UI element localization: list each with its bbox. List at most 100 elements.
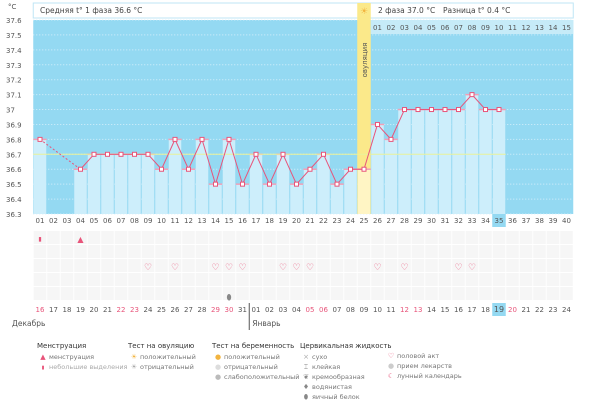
cycle-day-label: 30	[427, 217, 436, 225]
date-label: 31	[238, 306, 247, 314]
symbol-cell	[533, 245, 546, 258]
temp-point	[91, 151, 97, 157]
symbol-cell	[263, 273, 276, 286]
phase2-day-label: 15	[562, 24, 571, 32]
symbol-cell	[141, 231, 155, 244]
symbol-cell	[357, 273, 371, 286]
current-day-highlight	[492, 214, 506, 227]
symbol-cell	[506, 231, 519, 244]
symbol-cell	[141, 273, 155, 286]
symbol-cell	[222, 273, 236, 286]
symbol-cell	[290, 231, 303, 244]
symbol-cell	[330, 231, 344, 244]
symbol-cell	[47, 231, 60, 244]
temp-point	[388, 136, 394, 142]
symbol-cell	[411, 273, 425, 286]
cycle-day-label: 10	[157, 217, 166, 225]
temp-bar	[101, 154, 114, 214]
symbol-cell	[209, 259, 222, 272]
date-label: 27	[184, 306, 193, 314]
date-label: 03	[279, 306, 288, 314]
symbol-cell	[492, 287, 506, 300]
y-tick-label: 37	[6, 107, 15, 115]
symbol-cell	[101, 273, 114, 286]
cycle-day-label: 23	[333, 217, 342, 225]
symbol-cell	[560, 245, 573, 258]
symbol-cell	[60, 287, 74, 300]
symbol-cell	[236, 259, 249, 272]
symbol-cell	[74, 273, 87, 286]
symbol-cell	[519, 231, 533, 244]
symbol-cell	[182, 273, 195, 286]
date-label: 21	[103, 306, 112, 314]
symbol-cell	[60, 231, 74, 244]
legend-item: положительный	[140, 353, 196, 361]
watery-icon: ♦	[302, 383, 310, 391]
temp-point	[415, 107, 421, 113]
heart-icon: ♡	[468, 263, 476, 273]
symbol-cell	[182, 231, 195, 244]
symbol-cell	[546, 231, 560, 244]
temp-difference: Разница t° 0.4 °C	[443, 6, 511, 15]
symbol-cell	[47, 273, 60, 286]
symbol-cell	[533, 273, 546, 286]
symbol-cell	[425, 259, 438, 272]
y-tick-label: 37.4	[6, 47, 22, 55]
date-label: 17	[49, 306, 58, 314]
symbol-cell	[425, 287, 438, 300]
symbol-cell	[330, 273, 344, 286]
temp-bar	[249, 154, 263, 214]
symbol-cell	[303, 273, 317, 286]
symbol-cell	[114, 273, 128, 286]
temp-point	[402, 107, 407, 113]
heart-icon: ♡	[144, 263, 152, 273]
sun-positive-icon: ☀	[130, 353, 138, 361]
cycle-day-label: 07	[117, 217, 126, 225]
symbol-cell	[276, 273, 290, 286]
temp-bar	[479, 109, 492, 214]
cycle-day-label: 17	[252, 217, 261, 225]
symbol-cell	[479, 245, 492, 258]
temp-point	[132, 151, 137, 157]
temp-point	[496, 107, 502, 113]
symbol-cell	[236, 245, 249, 258]
cycle-day-label: 24	[346, 217, 355, 225]
symbol-cell	[519, 245, 533, 258]
symbol-cell	[155, 259, 168, 272]
date-label: 04	[292, 306, 301, 314]
symbol-cell	[74, 231, 87, 244]
date-label: 02	[265, 306, 274, 314]
temp-line-segment	[188, 139, 203, 170]
temp-bar	[290, 184, 303, 214]
date-label: 22	[535, 306, 544, 314]
symbol-cell	[290, 287, 303, 300]
phase2-day-label: 11	[508, 24, 517, 32]
temp-line-segment	[282, 154, 297, 185]
symbol-cell	[222, 259, 236, 272]
date-label: 18	[63, 306, 72, 314]
phase2-day-label: 10	[495, 24, 504, 32]
cycle-day-label: 16	[238, 217, 247, 225]
symbol-cell	[357, 259, 371, 272]
date-label: 13	[414, 306, 423, 314]
temp-bar	[236, 184, 249, 214]
bbt-chart: °C 37.6 37.5 37.4 37.3 37.2 37.1 37 36.9 36.8 36.7…	[6, 2, 574, 330]
symbol-cell	[195, 273, 209, 286]
cycle-day-label: 01	[36, 217, 45, 225]
temp-point	[429, 107, 434, 113]
temp-line-segment	[242, 154, 257, 185]
y-tick-label: 37.2	[6, 77, 22, 85]
ovulation-column	[357, 3, 371, 214]
symbol-cell	[290, 273, 303, 286]
temp-bar	[182, 169, 195, 214]
legend-item: лунный календарь	[397, 372, 462, 380]
symbol-cell	[533, 259, 546, 272]
symbol-cell	[546, 245, 560, 258]
symbol-cell	[506, 273, 519, 286]
phase2-day-label: 09	[481, 24, 490, 32]
sticky-icon: ⌶	[303, 363, 309, 371]
cycle-day-label: 11	[171, 217, 180, 225]
date-label: 06	[319, 306, 328, 314]
symbol-cell	[209, 273, 222, 286]
temp-bar	[371, 124, 384, 214]
